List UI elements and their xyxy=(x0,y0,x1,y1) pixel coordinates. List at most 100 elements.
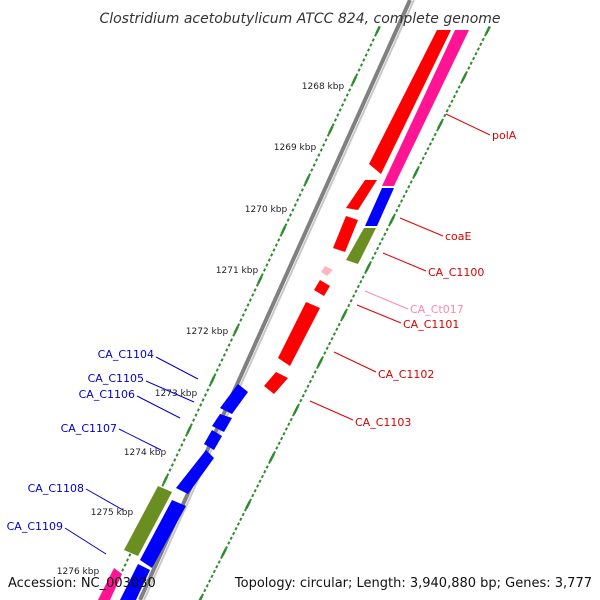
gene-CA_C1106-cds[interactable] xyxy=(204,430,222,450)
gene-CA_C1104-cds[interactable] xyxy=(220,384,248,414)
ruler-dot xyxy=(409,180,413,184)
ruler-dot xyxy=(218,363,222,367)
gene-CA_C1100-cds[interactable] xyxy=(333,216,358,252)
gene-label-coae[interactable]: coaE xyxy=(445,230,472,243)
gene-CA_C1108-cds[interactable] xyxy=(140,500,186,568)
ruler-dot xyxy=(185,433,189,437)
ruler-dot xyxy=(170,463,174,467)
ruler-dot xyxy=(256,275,263,285)
gene-coaE-cds[interactable] xyxy=(346,180,377,210)
ruler-dot xyxy=(457,85,461,89)
gene-CA_Ct017-trna[interactable] xyxy=(321,266,333,276)
ruler-dot xyxy=(445,108,449,113)
ruler-dot xyxy=(407,184,411,189)
ruler-dot xyxy=(233,325,240,335)
gene-leader-line xyxy=(399,217,444,237)
ruler-dot xyxy=(376,246,380,251)
ruler-dot xyxy=(128,553,132,557)
ruler-dot xyxy=(357,68,361,72)
gene-leader-line xyxy=(85,488,124,511)
ruler-dot xyxy=(274,243,278,247)
ruler-dot xyxy=(464,70,468,75)
gene-label-ca_c1105[interactable]: CA_C1105 xyxy=(88,372,144,385)
ruler-dot xyxy=(229,338,233,342)
ruler-dot xyxy=(332,332,336,336)
ruler-dot xyxy=(199,403,203,407)
ruler-dot xyxy=(388,222,392,227)
ruler-dot xyxy=(460,80,464,85)
ruler-dot xyxy=(485,25,491,35)
ruler-dot xyxy=(299,398,303,403)
ruler-dot xyxy=(232,531,236,536)
ruler-tick-label: 1272 kbp xyxy=(186,327,229,337)
gene-CA_C1103-cds[interactable] xyxy=(264,372,288,394)
genome-title: Clostridium acetobutylicum ATCC 824, com… xyxy=(99,11,500,27)
gene-label-ca_c1106[interactable]: CA_C1106 xyxy=(79,388,135,401)
ruler-dot xyxy=(484,32,488,37)
ruler-dot xyxy=(213,373,217,377)
ruler-tick-label: 1274 kbp xyxy=(124,448,167,458)
ruler-dot xyxy=(433,132,437,137)
ruler-dot xyxy=(336,113,340,117)
ruler-dot xyxy=(319,148,323,152)
genome-summary-text: Topology: circular; Length: 3,940,880 bp… xyxy=(234,576,592,591)
gene-CA_C1105-cds[interactable] xyxy=(212,414,232,432)
gene-label-ca_c1101[interactable]: CA_C1101 xyxy=(403,318,459,331)
ruler-dot xyxy=(306,384,310,389)
ruler-dot xyxy=(256,484,260,488)
gene-label-ca_c1100[interactable]: CA_C1100 xyxy=(428,266,484,279)
gene-coaE-rev[interactable] xyxy=(365,188,394,226)
ruler-dot xyxy=(330,336,334,341)
ruler-dot xyxy=(268,460,272,465)
ruler-dot xyxy=(296,403,300,408)
gene-pink-track-bottom[interactable] xyxy=(98,568,122,600)
ruler-dot xyxy=(205,583,209,588)
ruler-dot xyxy=(374,33,378,37)
ruler-dot xyxy=(476,47,480,51)
gene-CA_C1100-olive[interactable] xyxy=(346,228,376,264)
ruler-dot xyxy=(313,370,317,374)
gene-CA_C1101-cds[interactable] xyxy=(314,280,330,296)
ruler-dot xyxy=(282,431,286,436)
ruler-dot xyxy=(404,189,408,194)
ruler-dot xyxy=(251,493,255,498)
gene-leader-line xyxy=(118,428,162,451)
ruler-dot xyxy=(412,175,416,180)
forward-features xyxy=(264,30,469,394)
ruler-dot xyxy=(244,507,248,512)
ruler-dot xyxy=(292,412,296,417)
gene-CA_C1108-olive[interactable] xyxy=(124,486,172,556)
ruler-dot xyxy=(287,422,291,427)
ruler-dot xyxy=(452,94,456,99)
gene-label-ca_c1103[interactable]: CA_C1103 xyxy=(355,416,411,429)
ruler-dot xyxy=(173,458,177,462)
ruler-dot xyxy=(380,237,384,241)
ruler-dot xyxy=(312,163,316,167)
gene-polA-track[interactable] xyxy=(382,30,469,186)
gene-leader-line xyxy=(364,290,409,310)
gene-label-ca_c1108[interactable]: CA_C1108 xyxy=(28,482,84,495)
gene-label-pola[interactable]: polA xyxy=(492,129,517,142)
gene-label-ca_c1104[interactable]: CA_C1104 xyxy=(98,348,154,361)
ruler-dot xyxy=(253,288,257,292)
ruler-dot xyxy=(367,48,371,52)
gene-label-ca_c1107[interactable]: CA_C1107 xyxy=(61,422,117,435)
ruler-dot xyxy=(317,153,321,157)
gene-polA-cds[interactable] xyxy=(369,30,451,174)
ruler-dot xyxy=(354,289,358,294)
gene-label-ca_c1109[interactable]: CA_C1109 xyxy=(7,520,63,533)
ruler-dot xyxy=(421,156,425,161)
gene-CA_C1107-cds[interactable] xyxy=(176,450,214,494)
ruler-dot xyxy=(194,413,198,417)
ruler-dot xyxy=(234,526,238,531)
gene-label-ca_ct017[interactable]: CA_Ct017 xyxy=(410,303,464,316)
ruler-dot xyxy=(385,227,389,232)
gene-leader-line xyxy=(136,395,181,419)
gene-CA_C1109-cds[interactable] xyxy=(120,564,150,600)
ruler-dot xyxy=(177,448,181,452)
gene-CA_C1102-cds[interactable] xyxy=(278,302,320,366)
ruler-dot xyxy=(289,213,293,217)
ruler-dot xyxy=(443,113,447,118)
gene-label-ca_c1102[interactable]: CA_C1102 xyxy=(378,368,434,381)
